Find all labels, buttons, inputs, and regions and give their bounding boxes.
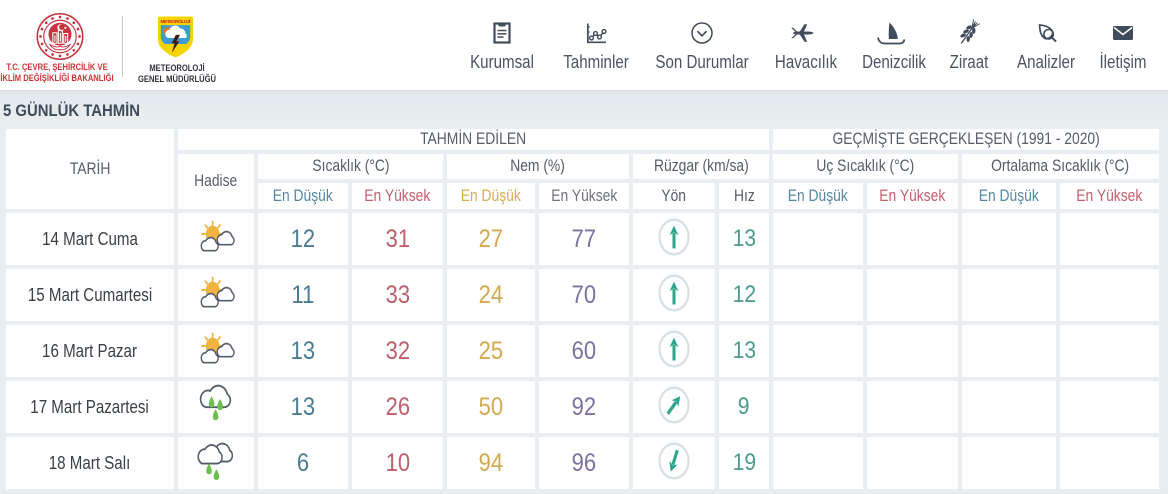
svg-text:METEOROLOJİ: METEOROLOJİ: [161, 18, 192, 25]
